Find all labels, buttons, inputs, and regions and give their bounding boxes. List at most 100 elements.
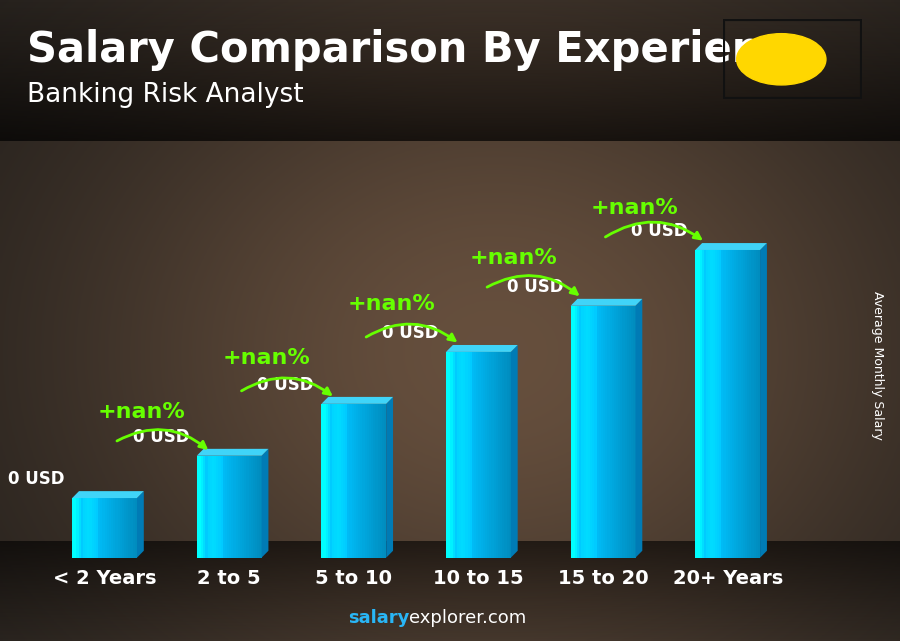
- Bar: [508, 352, 511, 558]
- Bar: [698, 250, 700, 558]
- Bar: [96, 498, 98, 558]
- Bar: [713, 250, 715, 558]
- Bar: [717, 250, 719, 558]
- Bar: [72, 498, 75, 558]
- Bar: [732, 250, 734, 558]
- Bar: [360, 404, 363, 558]
- Bar: [76, 498, 79, 558]
- Polygon shape: [262, 449, 268, 558]
- Bar: [474, 352, 476, 558]
- Bar: [448, 352, 451, 558]
- Bar: [490, 352, 491, 558]
- Bar: [375, 404, 378, 558]
- Bar: [453, 352, 454, 558]
- Bar: [349, 404, 352, 558]
- Text: 0 USD: 0 USD: [382, 324, 438, 342]
- Bar: [135, 498, 137, 558]
- Bar: [371, 404, 373, 558]
- Bar: [702, 250, 704, 558]
- Text: +nan%: +nan%: [347, 294, 435, 314]
- Bar: [103, 498, 104, 558]
- Bar: [696, 250, 698, 558]
- Bar: [208, 456, 210, 558]
- Text: explorer.com: explorer.com: [410, 609, 526, 627]
- Bar: [89, 498, 92, 558]
- Bar: [470, 352, 472, 558]
- Bar: [120, 498, 122, 558]
- Bar: [83, 498, 86, 558]
- Text: 0 USD: 0 USD: [133, 428, 189, 445]
- Bar: [220, 456, 223, 558]
- Bar: [248, 456, 251, 558]
- Bar: [216, 456, 219, 558]
- Bar: [706, 250, 708, 558]
- Text: 0 USD: 0 USD: [631, 222, 688, 240]
- Bar: [756, 250, 758, 558]
- Bar: [482, 352, 485, 558]
- Bar: [341, 404, 343, 558]
- Text: +nan%: +nan%: [98, 401, 185, 422]
- Bar: [623, 306, 625, 558]
- Bar: [212, 456, 214, 558]
- Bar: [710, 250, 713, 558]
- Bar: [461, 352, 464, 558]
- Polygon shape: [446, 345, 518, 352]
- Bar: [129, 498, 130, 558]
- Bar: [598, 306, 601, 558]
- Bar: [487, 352, 490, 558]
- Bar: [242, 456, 245, 558]
- Bar: [240, 456, 242, 558]
- Bar: [380, 404, 382, 558]
- Bar: [496, 352, 498, 558]
- Bar: [476, 352, 479, 558]
- Bar: [222, 456, 225, 558]
- Bar: [580, 306, 581, 558]
- Polygon shape: [321, 397, 393, 404]
- Bar: [734, 250, 736, 558]
- Bar: [736, 250, 739, 558]
- Text: 0 USD: 0 USD: [257, 376, 314, 394]
- Bar: [330, 404, 332, 558]
- Bar: [715, 250, 717, 558]
- Bar: [205, 456, 208, 558]
- Bar: [472, 352, 474, 558]
- Bar: [577, 306, 580, 558]
- Bar: [238, 456, 240, 558]
- Bar: [203, 456, 206, 558]
- Bar: [479, 352, 481, 558]
- Bar: [347, 404, 350, 558]
- Bar: [758, 250, 760, 558]
- Bar: [104, 498, 107, 558]
- Bar: [384, 404, 386, 558]
- Bar: [324, 404, 326, 558]
- Bar: [485, 352, 487, 558]
- Bar: [747, 250, 750, 558]
- Bar: [597, 306, 599, 558]
- Text: +nan%: +nan%: [222, 347, 310, 368]
- Bar: [113, 498, 115, 558]
- Bar: [92, 498, 94, 558]
- Polygon shape: [137, 491, 144, 558]
- Bar: [581, 306, 584, 558]
- Bar: [352, 404, 354, 558]
- Bar: [465, 352, 468, 558]
- Bar: [741, 250, 743, 558]
- Bar: [457, 352, 459, 558]
- Bar: [321, 404, 324, 558]
- Bar: [132, 498, 135, 558]
- Bar: [708, 250, 711, 558]
- Bar: [502, 352, 505, 558]
- Bar: [251, 456, 253, 558]
- Polygon shape: [72, 491, 144, 498]
- Polygon shape: [511, 345, 517, 558]
- Text: +nan%: +nan%: [590, 197, 678, 218]
- Bar: [725, 250, 728, 558]
- Bar: [618, 306, 621, 558]
- Bar: [616, 306, 618, 558]
- Bar: [81, 498, 83, 558]
- Polygon shape: [197, 449, 268, 456]
- Polygon shape: [760, 243, 767, 558]
- Bar: [625, 306, 627, 558]
- Bar: [374, 404, 375, 558]
- Bar: [719, 250, 722, 558]
